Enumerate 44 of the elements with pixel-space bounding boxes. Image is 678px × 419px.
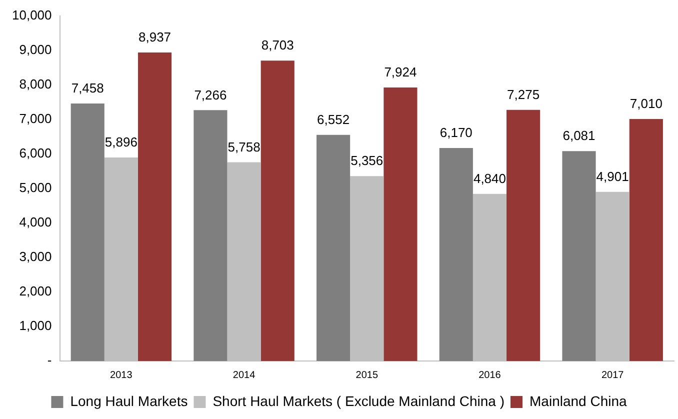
y-tick-label: 4,000 [19,214,52,230]
data-label: 7,275 [507,86,540,102]
y-tick-label: - [47,352,52,368]
y-tick-label: 5,000 [19,180,52,195]
bar [562,151,596,361]
x-tick-label: 2017 [601,370,624,381]
data-label: 5,758 [228,139,260,154]
bar [260,60,294,361]
y-tick-label: 2,000 [19,284,52,299]
y-tick-label: 1,000 [19,318,52,334]
legend-label: Short Haul Markets ( Exclude Mainland China ) [212,392,505,409]
y-tick-label: 8,000 [19,76,52,92]
bar [506,110,540,361]
data-label: 7,010 [630,96,662,112]
y-tick-label: 9,000 [19,42,52,57]
bar [439,148,473,361]
bar [194,110,228,361]
legend-label: Mainland China [530,392,627,409]
data-label: 7,924 [384,64,417,80]
data-label: 5,356 [350,153,384,168]
data-label: 5,896 [104,134,138,150]
y-tick-label: 7,000 [19,110,52,126]
data-label: 7,458 [71,80,104,96]
data-label: 7,266 [194,87,227,102]
data-label: 6,170 [440,125,472,140]
x-tick-label: 2015 [356,370,378,381]
bar [138,52,172,361]
y-tick-label: 10,000 [12,7,52,22]
bar [384,87,418,361]
data-label: 6,081 [562,128,596,144]
bar [316,134,350,361]
bar [70,104,104,361]
legend-label: Long Haul Markets [70,392,188,409]
y-tick-label: 3,000 [19,249,52,264]
x-tick-label: 2016 [478,370,502,381]
data-label: 8,703 [261,38,294,53]
data-label: 4,901 [596,168,629,184]
data-label: 4,840 [473,171,506,186]
x-tick-label: 2013 [110,370,133,381]
x-tick-label: 2014 [232,370,256,381]
data-label: 8,937 [138,30,172,45]
y-tick-label: 6,000 [19,145,52,160]
data-label: 6,552 [317,112,350,127]
bar [629,119,663,361]
